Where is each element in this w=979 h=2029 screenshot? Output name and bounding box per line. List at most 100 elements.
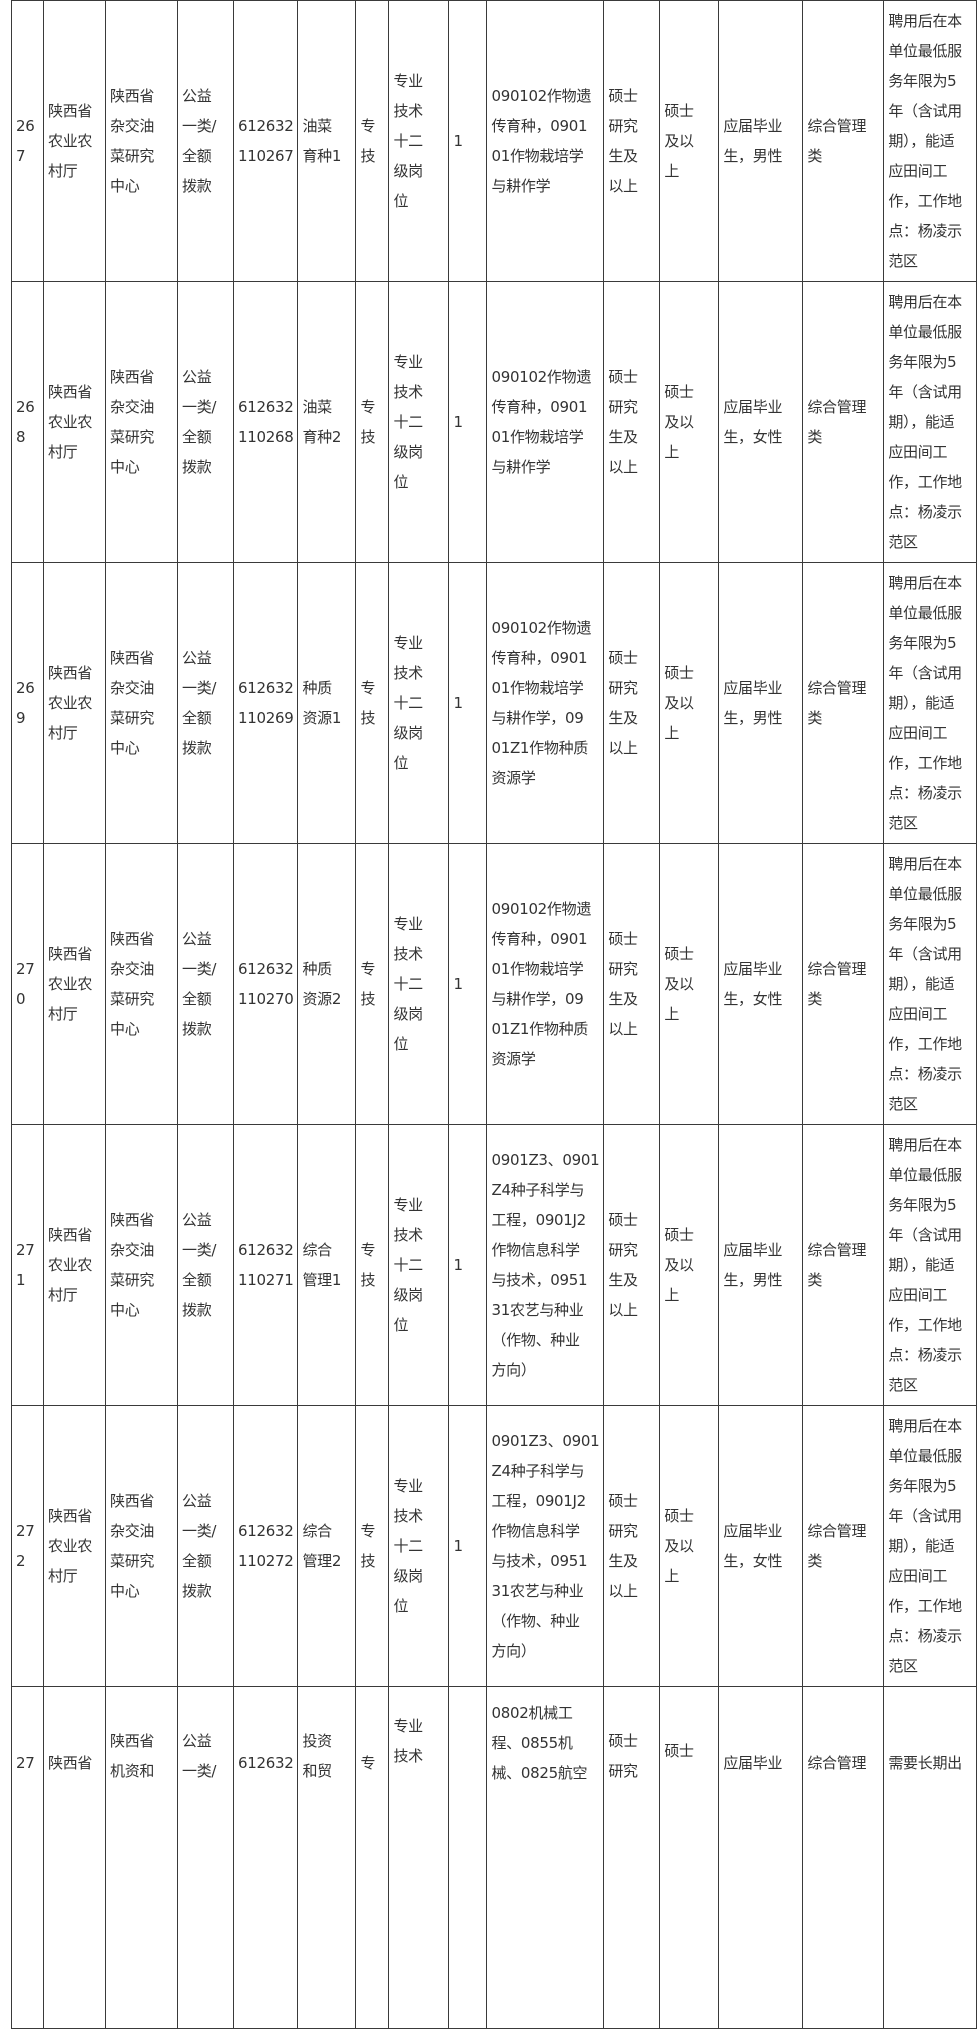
table-row: 26 7 陕西省 农业农 村厅 陕西省 杂交油 菜研究 中心 公益 一类/ 全额 拨款… (11, 0, 978, 282)
cell-post-name: 种质 资源2 (297, 843, 357, 1125)
cell-department: 陕西省 农业农 村厅 (43, 843, 106, 1125)
cell-degree: 硕士 及以 上 (659, 562, 720, 844)
cell-seq-no: 26 7 (11, 0, 44, 282)
table-row: 27 0 陕西省 农业农 村厅 陕西省 杂交油 菜研究 中心 公益 一类/ 全额 拨款… (11, 843, 978, 1125)
cell-employer: 陕西省 杂交油 菜研究 中心 (105, 0, 178, 282)
cell-post-level: 专业 技术 十二 级岗 位 (388, 843, 450, 1125)
cell-seq-no: 27 0 (11, 843, 44, 1125)
cell-exam-category: 综合管理 类 (802, 0, 885, 282)
cell-department: 陕西省 农业农 村厅 (43, 281, 106, 563)
cell-post-category: 专 技 (355, 562, 390, 844)
cell-degree: 硕士 及以 上 (659, 0, 720, 282)
cell-unit-type: 公益 一类/ 全额 拨款 (177, 1405, 234, 1687)
cell-other-requirements: 应届毕业 生，男性 (718, 1124, 804, 1406)
cell-education: 硕士 研究 (603, 1686, 661, 2029)
cell-post-code: 612632 110267 (232, 0, 299, 282)
cell-other-requirements: 应届毕业 生，女性 (718, 843, 804, 1125)
cell-education: 硕士 研究 生及 以上 (603, 1124, 661, 1406)
cell-major: 090102作物遗 传育种，0901 01作物栽培学 与耕作学 (486, 0, 605, 282)
cell-remarks: 聘用后在本 单位最低服 务年限为5 年（含试用 期），能适 应田间工 作，工作地… (883, 562, 978, 844)
cell-employer: 陕西省 杂交油 菜研究 中心 (105, 1124, 178, 1406)
cell-department: 陕西省 农业农 村厅 (43, 562, 106, 844)
cell-remarks: 聘用后在本 单位最低服 务年限为5 年（含试用 期），能适 应田间工 作，工作地… (883, 281, 978, 563)
cell-headcount: 1 (448, 281, 488, 563)
table-row: 26 9 陕西省 农业农 村厅 陕西省 杂交油 菜研究 中心 公益 一类/ 全额 拨款… (11, 562, 978, 844)
cell-employer: 陕西省 杂交油 菜研究 中心 (105, 281, 178, 563)
cell-remarks: 需要长期出 (883, 1686, 978, 2029)
cell-post-code: 612632 110269 (232, 562, 299, 844)
cell-headcount: 1 (448, 1405, 488, 1687)
cell-department: 陕西省 农业农 村厅 (43, 1124, 106, 1406)
cell-education: 硕士 研究 生及 以上 (603, 0, 661, 282)
cell-other-requirements: 应届毕业 生，男性 (718, 0, 804, 282)
cell-employer: 陕西省 杂交油 菜研究 中心 (105, 1405, 178, 1687)
cell-exam-category: 综合管理 类 (802, 1124, 885, 1406)
cell-degree: 硕士 (659, 1686, 720, 2029)
cell-seq-no: 26 9 (11, 562, 44, 844)
cell-unit-type: 公益 一类/ 全额 拨款 (177, 1124, 234, 1406)
cell-degree: 硕士 及以 上 (659, 1405, 720, 1687)
cell-exam-category: 综合管理 类 (802, 843, 885, 1125)
cell-post-level: 专业 技术 十二 级岗 位 (388, 281, 450, 563)
cell-remarks: 聘用后在本 单位最低服 务年限为5 年（含试用 期），能适 应田间工 作，工作地… (883, 1405, 978, 1687)
cell-unit-type: 公益 一类/ (177, 1686, 234, 2029)
table-row: 27 1 陕西省 农业农 村厅 陕西省 杂交油 菜研究 中心 公益 一类/ 全额 拨款… (11, 1124, 978, 1406)
cell-headcount: 1 (448, 843, 488, 1125)
cell-post-code: 612632 (232, 1686, 299, 2029)
cell-major: 0901Z3、0901 Z4种子科学与 工程，0901J2 作物信息科学 与技术… (486, 1405, 605, 1687)
cell-major: 090102作物遗 传育种，0901 01作物栽培学 与耕作学，09 01Z1作… (486, 562, 605, 844)
cell-post-level: 专业 技术 十二 级岗 位 (388, 1124, 450, 1406)
cell-headcount: 1 (448, 1124, 488, 1406)
cell-remarks: 聘用后在本 单位最低服 务年限为5 年（含试用 期），能适 应田间工 作，工作地… (883, 0, 978, 282)
cell-post-category: 专 技 (355, 0, 390, 282)
cell-post-level: 专业 技术 十二 级岗 位 (388, 1405, 450, 1687)
cell-exam-category: 综合管理 (802, 1686, 885, 2029)
table-row: 27 陕西省 陕西省 机资和 公益 一类/612632 投资 和贸专专业 技术 0802机… (11, 1686, 978, 2029)
cell-post-code: 612632 110272 (232, 1405, 299, 1687)
cell-employer: 陕西省 杂交油 菜研究 中心 (105, 843, 178, 1125)
cell-post-code: 612632 110271 (232, 1124, 299, 1406)
cell-employer: 陕西省 杂交油 菜研究 中心 (105, 562, 178, 844)
cell-post-category: 专 (355, 1686, 390, 2029)
cell-unit-type: 公益 一类/ 全额 拨款 (177, 0, 234, 282)
cell-remarks: 聘用后在本 单位最低服 务年限为5 年（含试用 期），能适 应田间工 作，工作地… (883, 1124, 978, 1406)
cell-exam-category: 综合管理 类 (802, 1405, 885, 1687)
cell-unit-type: 公益 一类/ 全额 拨款 (177, 843, 234, 1125)
cell-education: 硕士 研究 生及 以上 (603, 1405, 661, 1687)
cell-unit-type: 公益 一类/ 全额 拨款 (177, 281, 234, 563)
cell-unit-type: 公益 一类/ 全额 拨款 (177, 562, 234, 844)
cell-education: 硕士 研究 生及 以上 (603, 843, 661, 1125)
cell-post-name: 种质 资源1 (297, 562, 357, 844)
cell-post-category: 专 技 (355, 843, 390, 1125)
cell-department: 陕西省 农业农 村厅 (43, 1405, 106, 1687)
cell-post-name: 油菜 育种2 (297, 281, 357, 563)
cell-post-name: 油菜 育种1 (297, 0, 357, 282)
cell-degree: 硕士 及以 上 (659, 1124, 720, 1406)
cell-employer: 陕西省 机资和 (105, 1686, 178, 2029)
cell-post-category: 专 技 (355, 281, 390, 563)
cell-major: 090102作物遗 传育种，0901 01作物栽培学 与耕作学，09 01Z1作… (486, 843, 605, 1125)
cell-major: 0901Z3、0901 Z4种子科学与 工程，0901J2 作物信息科学 与技术… (486, 1124, 605, 1406)
cell-other-requirements: 应届毕业 生，男性 (718, 562, 804, 844)
cell-post-category: 专 技 (355, 1405, 390, 1687)
table-row: 26 8 陕西省 农业农 村厅 陕西省 杂交油 菜研究 中心 公益 一类/ 全额 拨款… (11, 281, 978, 563)
cell-department: 陕西省 农业农 村厅 (43, 0, 106, 282)
cell-degree: 硕士 及以 上 (659, 281, 720, 563)
cell-headcount: 1 (448, 0, 488, 282)
cell-post-name: 投资 和贸 (297, 1686, 357, 2029)
cell-post-name: 综合 管理2 (297, 1405, 357, 1687)
cell-exam-category: 综合管理 类 (802, 562, 885, 844)
cell-post-code: 612632 110268 (232, 281, 299, 563)
cell-major: 090102作物遗 传育种，0901 01作物栽培学 与耕作学 (486, 281, 605, 563)
cell-exam-category: 综合管理 类 (802, 281, 885, 563)
cell-headcount: 1 (448, 562, 488, 844)
cell-major: 0802机械工 程、0855机 械、0825航空 (486, 1686, 605, 2029)
cell-department: 陕西省 (43, 1686, 106, 2029)
cell-education: 硕士 研究 生及 以上 (603, 281, 661, 563)
cell-post-name: 综合 管理1 (297, 1124, 357, 1406)
cell-post-level: 专业 技术 (388, 1686, 450, 2029)
cell-seq-no: 27 2 (11, 1405, 44, 1687)
cell-seq-no: 26 8 (11, 281, 44, 563)
cell-post-code: 612632 110270 (232, 843, 299, 1125)
cell-other-requirements: 应届毕业 生，女性 (718, 281, 804, 563)
